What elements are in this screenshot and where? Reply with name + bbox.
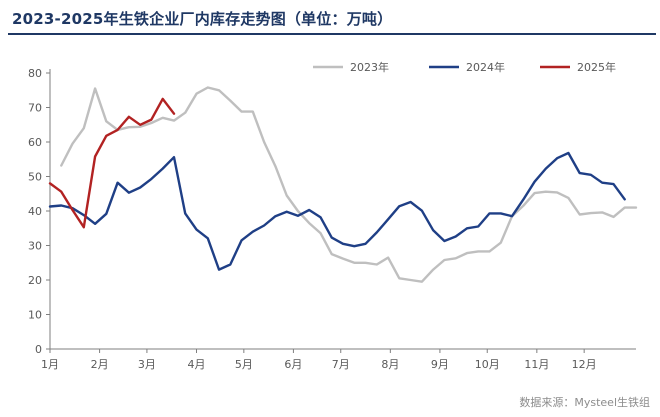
legend-label-3: 2025年: [577, 60, 616, 74]
series-line-1: [60, 86, 638, 283]
x-tick-label: 3月: [138, 358, 156, 371]
x-tick-label: 6月: [284, 358, 302, 371]
series-lines: [48, 86, 638, 283]
legend: 2023年 2024年 2025年: [313, 60, 616, 74]
y-tick-label: 0: [35, 343, 42, 356]
x-tick-label: 12月: [572, 358, 597, 371]
chart-axes: [46, 69, 636, 353]
x-tick-label: 1月: [41, 358, 59, 371]
y-tick-label: 60: [28, 136, 42, 149]
x-tick-label: 9月: [431, 358, 449, 371]
x-tick-label: 11月: [524, 358, 549, 371]
y-tick-label: 30: [28, 240, 42, 253]
title-underline: [8, 33, 656, 35]
x-tick-label: 7月: [332, 358, 350, 371]
x-tick-label: 2月: [91, 358, 109, 371]
chart-title: 2023-2025年生铁企业厂内库存走势图（单位：万吨）: [12, 10, 393, 28]
x-tick-label: 8月: [381, 358, 399, 371]
y-tick-label: 20: [28, 274, 42, 287]
y-tick-label: 10: [28, 309, 42, 322]
data-source-note: 数据来源：Mysteel生铁组: [519, 396, 650, 409]
x-tick-label: 10月: [475, 358, 500, 371]
x-axis-tick-labels: 1月 2月 3月 4月 5月 6月 7月 8月 9月 10月 11月 12月: [41, 358, 597, 371]
y-tick-label: 50: [28, 171, 42, 184]
y-tick-label: 80: [28, 67, 42, 80]
legend-label-2: 2024年: [466, 60, 505, 74]
y-tick-label: 70: [28, 102, 42, 115]
x-tick-label: 4月: [188, 358, 206, 371]
y-axis-tick-labels: 0 10 20 30 40 50 60 70 80: [28, 67, 42, 356]
x-tick-label: 5月: [235, 358, 253, 371]
series-line-3: [48, 97, 176, 229]
series-line-2: [48, 151, 626, 271]
y-tick-label: 40: [28, 205, 42, 218]
legend-label-1: 2023年: [350, 60, 389, 74]
